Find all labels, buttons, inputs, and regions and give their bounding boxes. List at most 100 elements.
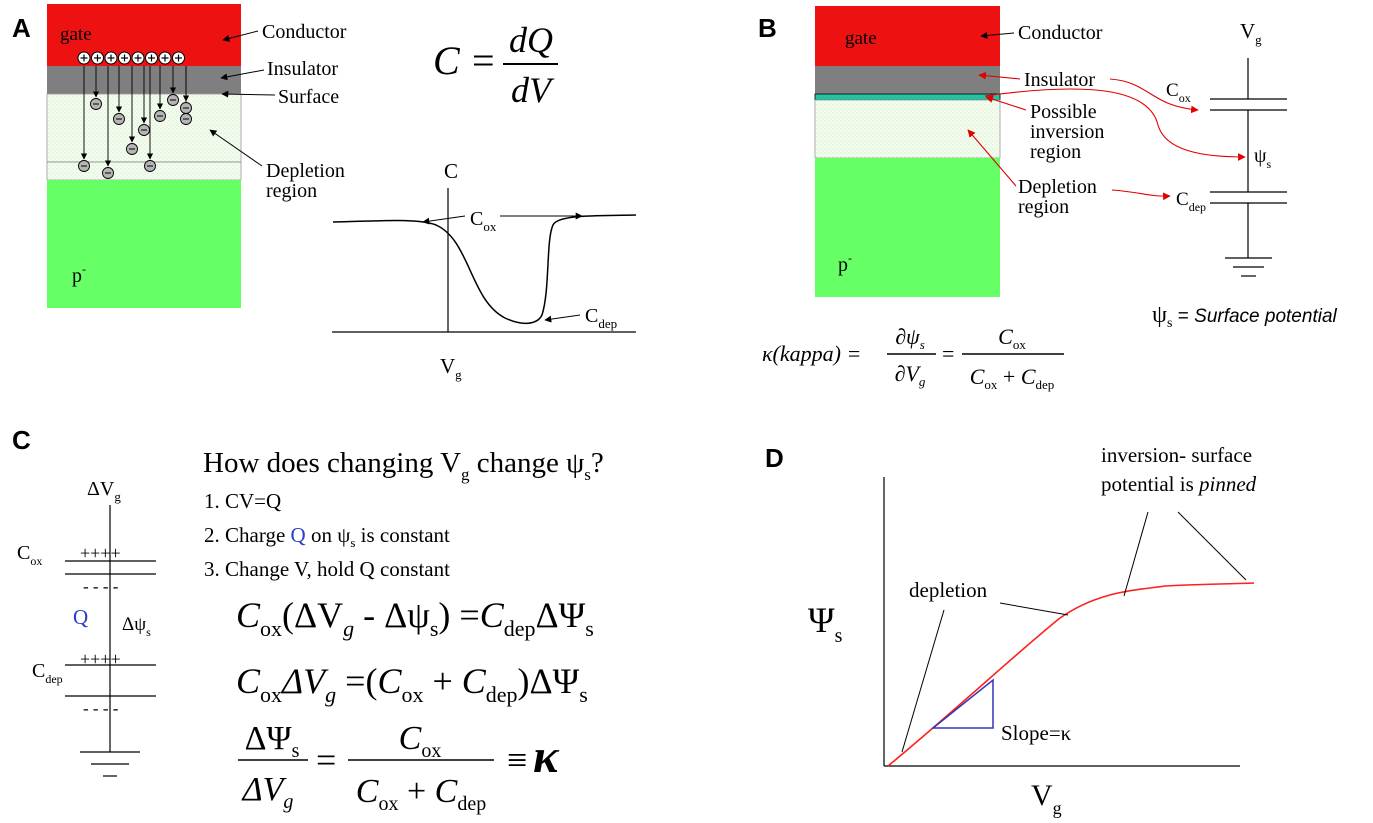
kappa-definition: κ(kappa) = ∂ψs ∂Vg = Cox Cox + Cdep: [762, 324, 1064, 392]
equivalent-circuit-b: [1210, 58, 1287, 277]
inversion-label-1: inversion- surface: [1101, 443, 1252, 467]
step-1: 1. CV=Q: [204, 489, 281, 513]
ionized-acceptor: [144, 160, 156, 172]
positive-charge: [77, 51, 91, 65]
panel-c-label: C: [12, 425, 31, 455]
panel-b: B gate p- Conductor Insulator Possible i…: [758, 6, 1338, 392]
conductor-label-a: Conductor: [262, 21, 347, 43]
possible-label-2: inversion: [1030, 121, 1104, 143]
question-heading: How does changing Vg change ψs?: [203, 447, 604, 484]
eq3-equivalent: ≡: [507, 740, 527, 780]
equation-3: ΔΨs ΔVg = Cox Cox + Cdep ≡ κ: [238, 720, 560, 815]
kappa-right-denominator: Cox + Cdep: [970, 364, 1055, 392]
cox-label-b: Cox: [1166, 80, 1191, 105]
cv-curve-chart: C Vg Cox Cdep: [332, 159, 637, 382]
conductor-arrow-a: [222, 30, 259, 42]
depletion-label-a-1: Depletion: [266, 160, 345, 182]
ionized-acceptor: [138, 124, 150, 136]
ionized-acceptor: [180, 113, 192, 125]
ionized-acceptor: [113, 113, 125, 125]
surface-label-a: Surface: [278, 86, 339, 108]
cox-label-c: Cox: [17, 542, 42, 568]
surface-arrow-a: [221, 90, 276, 98]
possible-label-1: Possible: [1030, 101, 1097, 123]
cv-cdep-label: Cdep: [585, 305, 617, 331]
eq-c: C: [433, 38, 461, 83]
conductor-arrow-b: [980, 31, 1015, 39]
mos-stack-a: [46, 4, 242, 308]
surface-potential-caption: ψs = Surface potential: [1152, 302, 1338, 331]
positive-charge: [172, 51, 185, 65]
depletion-arrow-a: [209, 129, 263, 167]
psi-vs-vg-curve: [887, 582, 1255, 767]
cv-cdep-arrow: [544, 314, 581, 323]
panel-a-label: A: [12, 13, 31, 43]
ionized-acceptor: [126, 143, 138, 155]
panel-d-label: D: [765, 443, 784, 473]
slope-triangle: [930, 678, 994, 729]
ionized-acceptor: [154, 110, 166, 122]
minus-charges-bottom: - - - -: [83, 699, 119, 718]
eq3-right-denominator: Cox + Cdep: [356, 773, 486, 815]
annotation-arrows-b: [967, 71, 1246, 201]
inversion-label-2: potential is pinned: [1101, 472, 1257, 496]
depletion-label-d: depletion: [909, 578, 988, 602]
substrate-label-a: p-: [72, 262, 86, 287]
vg-label-b: Vg: [1240, 19, 1262, 47]
eq3-equals: =: [316, 740, 336, 780]
eq-equals: =: [472, 38, 495, 83]
positive-charges: [77, 51, 185, 65]
plus-charges-bottom: ++++: [80, 649, 121, 669]
possible-label-3: region: [1030, 141, 1081, 163]
surface-potential-chart: Ψs Vg Slope=κ depletion inversion- surfa…: [808, 443, 1257, 818]
depletion-ions: [78, 66, 192, 179]
positive-charge: [91, 51, 104, 65]
insulator-arrow-a: [220, 69, 265, 81]
cdep-label-c: Cdep: [32, 660, 63, 686]
inversion-layer-b: [814, 93, 1001, 101]
depletion-label-a-2: region: [266, 180, 317, 202]
slope-label: Slope=κ: [1001, 721, 1072, 745]
kappa-equals: =: [942, 341, 954, 366]
step-2: 2. Charge Q on ψs is constant: [204, 523, 450, 550]
ionized-acceptor: [102, 167, 114, 179]
eq3-numerator: ΔΨs: [245, 720, 300, 762]
positive-charge: [104, 51, 118, 65]
kappa-right-numerator: Cox: [998, 324, 1026, 352]
conductor-label-b: Conductor: [1018, 22, 1103, 44]
insulator-layer-b: [815, 66, 1000, 94]
dvg-label-c: ΔVg: [87, 478, 121, 504]
ionized-acceptor: [90, 98, 102, 110]
positive-charge: [131, 51, 145, 65]
depletion-label-b-1: Depletion: [1018, 176, 1097, 198]
insulator-label-a: Insulator: [267, 58, 338, 80]
dpsi-label-c: Δψs: [122, 614, 151, 639]
minus-charges-top: - - - -: [83, 577, 119, 596]
positive-charge: [118, 51, 131, 65]
positive-charge: [145, 51, 158, 65]
positive-charge: [158, 51, 172, 65]
panel-d: D Ψs Vg Slope=κ depletion inversion- sur…: [765, 443, 1257, 818]
kappa-lhs: κ(kappa) =: [762, 341, 861, 366]
substrate-label-b: p-: [838, 251, 852, 276]
kappa-mid-denominator: ∂Vg: [895, 361, 926, 389]
panel-c: C ΔVg Cox ++++ - - - - Q Δψs ++++ Cdep -…: [12, 425, 604, 815]
psi-link-arrow: [984, 88, 1246, 161]
equation-2: CoxΔVg =(Cox + Cdep)ΔΨs: [236, 661, 588, 707]
inversion-pointer-1: [1123, 511, 1149, 597]
gate-label-a: gate: [60, 24, 92, 45]
depletion-pointer-b: [967, 129, 1017, 187]
eq3-kappa: κ: [533, 730, 560, 783]
eq-numerator: dQ: [509, 20, 553, 60]
cv-cox-arrow-left: [422, 215, 466, 225]
cv-y-label: C: [444, 159, 458, 183]
equation-1: Cox(ΔVg - Δψs) =CdepΔΨs: [236, 595, 594, 641]
psi-label-b: ψs: [1254, 145, 1272, 171]
panel-b-label: B: [758, 13, 777, 43]
plus-charges-top: ++++: [80, 543, 121, 563]
depletion-label-b-2: region: [1018, 196, 1069, 218]
charge-q-c: Q: [73, 605, 88, 629]
eq3-right-numerator: Cox: [399, 720, 442, 762]
d-x-label: Vg: [1031, 779, 1062, 818]
gate-label-b: gate: [845, 28, 877, 49]
